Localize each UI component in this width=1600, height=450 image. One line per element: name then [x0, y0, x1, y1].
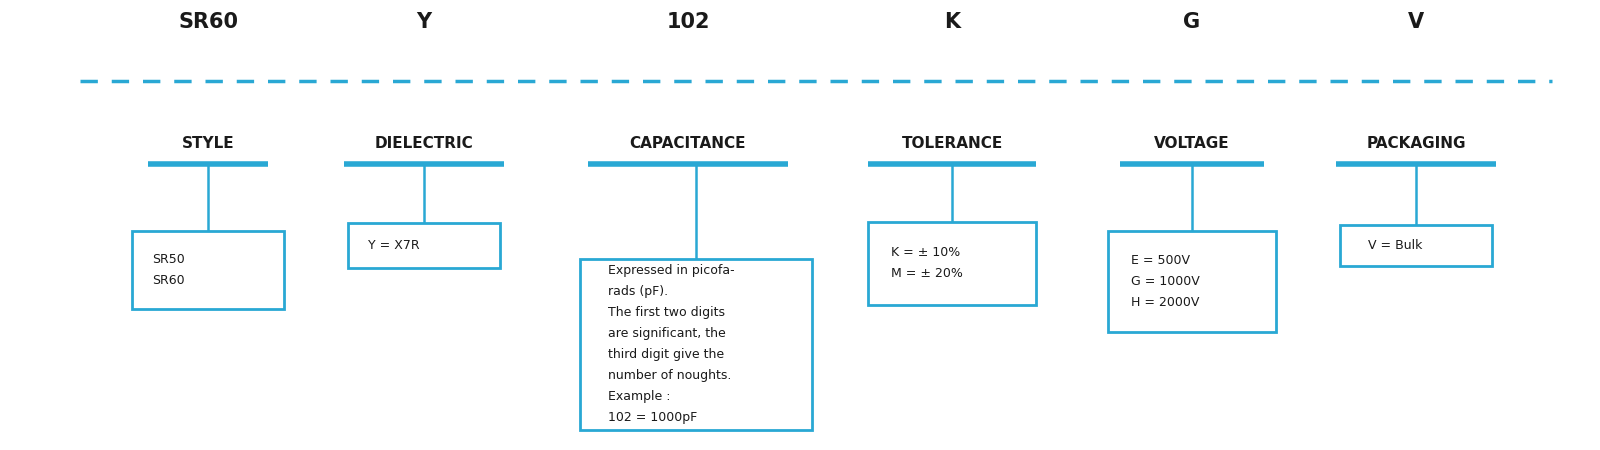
Text: V: V — [1408, 13, 1424, 32]
Text: PACKAGING: PACKAGING — [1366, 136, 1466, 152]
Text: DIELECTRIC: DIELECTRIC — [374, 136, 474, 152]
Text: VOLTAGE: VOLTAGE — [1154, 136, 1230, 152]
Text: SR50
SR60: SR50 SR60 — [152, 253, 184, 287]
FancyBboxPatch shape — [1107, 230, 1277, 332]
FancyBboxPatch shape — [1341, 225, 1491, 266]
Text: 102: 102 — [666, 13, 710, 32]
Text: K = ± 10%
M = ± 20%: K = ± 10% M = ± 20% — [891, 246, 963, 280]
Text: G: G — [1184, 13, 1200, 32]
Text: K: K — [944, 13, 960, 32]
Text: Y = X7R: Y = X7R — [368, 239, 419, 252]
FancyBboxPatch shape — [579, 259, 811, 430]
Text: V = Bulk: V = Bulk — [1368, 239, 1422, 252]
Text: SR60: SR60 — [178, 13, 238, 32]
FancyBboxPatch shape — [131, 230, 285, 310]
Text: Expressed in picofa-
rads (pF).
The first two digits
are significant, the
third : Expressed in picofa- rads (pF). The firs… — [608, 264, 734, 424]
FancyBboxPatch shape — [349, 223, 499, 268]
Text: STYLE: STYLE — [182, 136, 234, 152]
FancyBboxPatch shape — [867, 221, 1037, 305]
Text: CAPACITANCE: CAPACITANCE — [630, 136, 746, 152]
Text: E = 500V
G = 1000V
H = 2000V: E = 500V G = 1000V H = 2000V — [1131, 254, 1200, 309]
Text: TOLERANCE: TOLERANCE — [901, 136, 1003, 152]
Text: Y: Y — [416, 13, 432, 32]
